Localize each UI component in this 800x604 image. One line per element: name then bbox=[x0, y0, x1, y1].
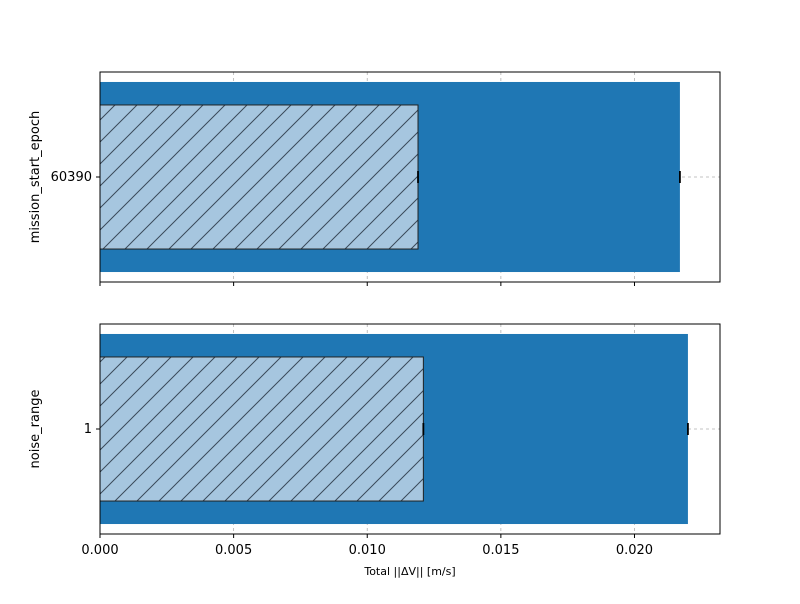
y-axis-label: mission_start_epoch bbox=[28, 111, 43, 244]
x-axis-label: Total ||ΔV|| [m/s] bbox=[363, 565, 455, 578]
bar-hatched bbox=[99, 104, 419, 250]
y-tick-label: 60390 bbox=[51, 170, 92, 185]
y-axis-label: noise_range bbox=[28, 390, 43, 469]
x-tick-label: 0.010 bbox=[349, 543, 386, 558]
y-tick-label: 1 bbox=[84, 422, 92, 437]
x-tick-label: 0.020 bbox=[616, 543, 653, 558]
x-tick-label: 0.000 bbox=[81, 543, 118, 558]
bar-hatched bbox=[99, 356, 424, 502]
x-tick-label: 0.005 bbox=[215, 543, 252, 558]
x-tick-label: 0.015 bbox=[482, 543, 519, 558]
